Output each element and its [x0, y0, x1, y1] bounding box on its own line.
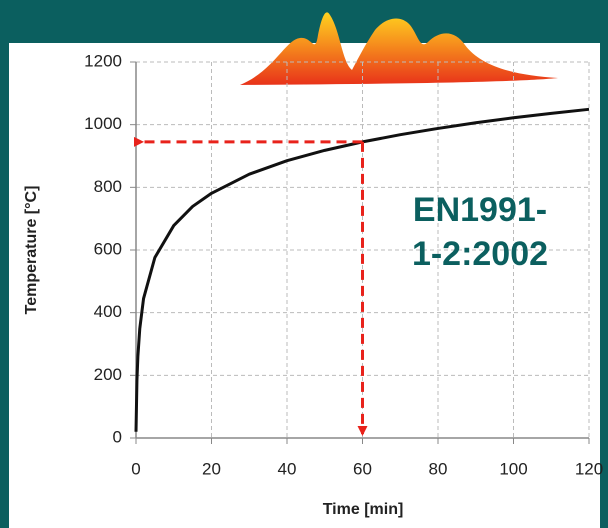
panel: [9, 43, 600, 528]
x-tick-label: 40: [278, 459, 297, 478]
x-tick-label: 100: [499, 459, 527, 478]
y-tick-label: 0: [113, 427, 122, 446]
y-axis-title: Temperature [°C]: [23, 186, 40, 315]
y-tick-label: 1200: [84, 51, 122, 70]
x-tick-label: 80: [429, 459, 448, 478]
line-series: [134, 107, 590, 432]
x-tick-label: 120: [575, 459, 603, 478]
x-tick-label: 0: [131, 459, 140, 478]
annotation-line: 1-2:2002: [412, 235, 548, 273]
annotation-line: EN1991-: [413, 191, 547, 229]
annotation: EN1991- 1-2:2002: [412, 191, 548, 273]
x-axis-title: Time [min]: [323, 501, 404, 518]
y-tick-label: 400: [94, 302, 122, 321]
y-tick-label: 200: [94, 365, 122, 384]
y-tick-label: 600: [94, 239, 122, 258]
flame-icon: [240, 12, 558, 85]
y-tick-label: 800: [94, 177, 122, 196]
x-tick-label: 20: [202, 459, 221, 478]
y-tick-label: 1000: [84, 114, 122, 133]
x-tick-label: 60: [353, 459, 372, 478]
